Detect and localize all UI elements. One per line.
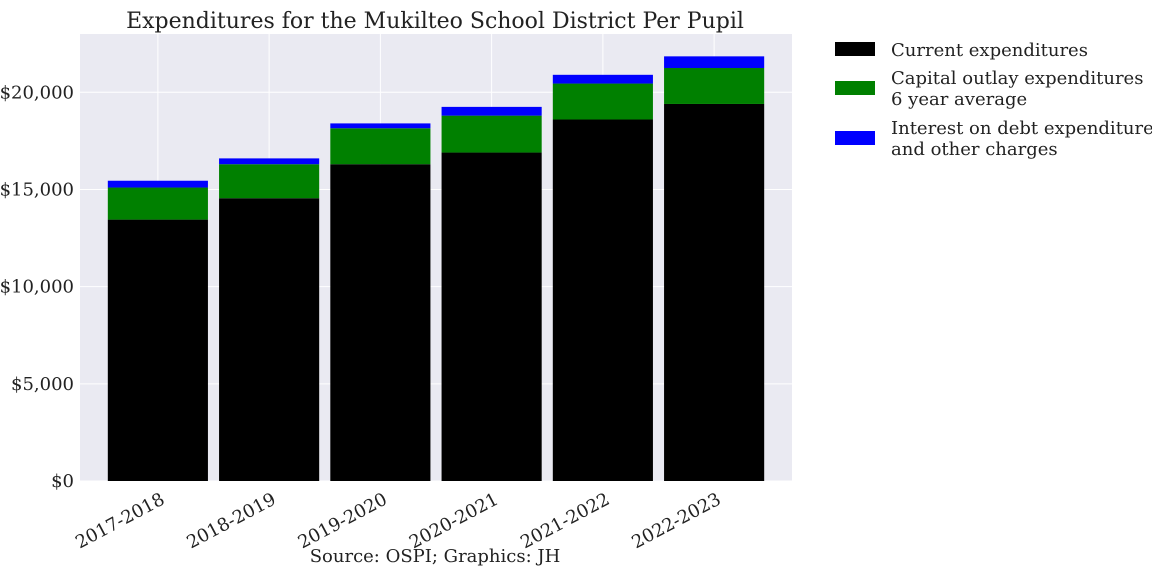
y-tick-label-2: $10,000 (0, 277, 74, 298)
bar-2020-2021-series-1 (441, 115, 542, 153)
legend-swatch-1 (835, 81, 875, 95)
bar-2020-2021-series-2 (441, 106, 542, 116)
bar-2018-2019-series-2 (219, 158, 320, 165)
y-tick-label-4: $20,000 (0, 82, 74, 103)
y-tick-label-3: $15,000 (0, 179, 74, 200)
bar-2022-2023-series-1 (664, 68, 765, 104)
legend-label-0-0: Current expenditures (891, 40, 1088, 61)
legend-label-1-0: Capital outlay expenditures (891, 68, 1143, 89)
bar-2022-2023-series-0 (664, 103, 765, 482)
x-tick-label-3: 2020-2021 (406, 489, 502, 553)
bar-2021-2022-series-1 (552, 83, 653, 120)
chart-caption: Source: OSPI; Graphics: JH (310, 546, 561, 567)
x-axis-ticks: 2017-2018 2018-2019 2019-2020 2020-2021 2021… (72, 489, 724, 553)
y-tick-label-1: $5,000 (11, 374, 74, 395)
x-tick-label-5: 2022-2023 (628, 489, 724, 553)
x-tick-label-0: 2017-2018 (72, 489, 168, 553)
y-axis-ticks: $0 $5,000 $10,000 $15,000 $20,000 (0, 82, 74, 492)
bar-2018-2019-series-1 (219, 164, 320, 199)
bar-2019-2020-series-0 (330, 164, 431, 481)
bar-2020-2021-series-0 (441, 152, 542, 481)
chart-title: Expenditures for the Mukilteo School Dis… (126, 9, 744, 34)
bar-2019-2020-series-2 (330, 123, 431, 129)
bar-2021-2022-series-0 (552, 119, 653, 481)
x-tick-label-2: 2019-2020 (295, 489, 391, 553)
bar-2022-2023-series-2 (664, 56, 765, 69)
legend-label-2-0: Interest on debt expenditures (891, 118, 1152, 139)
bar-2021-2022-series-2 (552, 74, 653, 84)
bar-2017-2018-series-2 (107, 180, 208, 188)
legend-swatch-0 (835, 42, 875, 56)
bars (107, 56, 765, 482)
y-tick-label-0: $0 (51, 471, 74, 492)
legend-swatch-2 (835, 131, 875, 145)
bar-2017-2018-series-1 (107, 187, 208, 220)
bar-2018-2019-series-0 (219, 198, 320, 481)
x-tick-label-1: 2018-2019 (183, 489, 279, 553)
x-tick-label-4: 2021-2022 (517, 489, 613, 553)
bar-2019-2020-series-1 (330, 128, 431, 165)
legend-label-2-1: and other charges (891, 139, 1058, 160)
bar-2017-2018-series-0 (107, 219, 208, 481)
legend: Current expenditures Capital outlay expen… (835, 40, 1152, 160)
legend-label-1-1: 6 year average (891, 89, 1027, 110)
